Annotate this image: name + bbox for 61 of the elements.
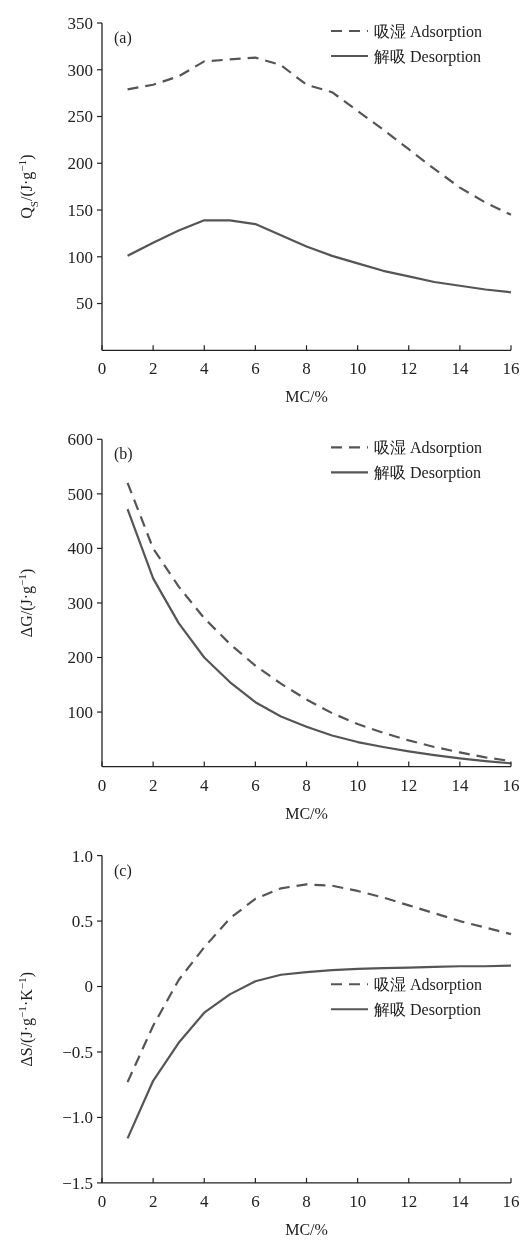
x-tick-label: 0 (97, 775, 107, 795)
y-tick-label: −0.5 (62, 1042, 93, 1062)
x-tick-label: 6 (251, 775, 260, 795)
x-tick-label: 0 (97, 1191, 107, 1211)
x-axis-title: MC/% (285, 1220, 328, 1238)
x-tick-label: 12 (400, 775, 418, 795)
y-tick-label: 100 (67, 247, 93, 267)
x-tick-label: 10 (349, 359, 367, 379)
x-tick-label: 0 (97, 359, 107, 379)
legend-label: 解吸 Desorption (374, 1000, 482, 1019)
line-series (126, 964, 513, 1140)
x-tick-label: 10 (349, 775, 367, 795)
y-tick-label: −1.0 (62, 1108, 93, 1128)
x-tick-label: 4 (200, 359, 209, 379)
y-tick-label: 300 (67, 60, 93, 80)
x-tick-label: 12 (400, 1191, 418, 1211)
legend-label: 解吸 Desorption (374, 47, 482, 66)
x-tick-label: 16 (502, 1191, 520, 1211)
legend-label: 解吸 Desorption (374, 463, 482, 482)
x-tick-label: 10 (349, 1191, 367, 1211)
x-tick-label: 16 (502, 359, 520, 379)
annotation: (c) (114, 861, 132, 880)
y-tick-label: 200 (67, 648, 93, 668)
y-tick-label: 350 (67, 13, 93, 33)
x-tick-label: 6 (251, 359, 260, 379)
y-tick-label: 250 (67, 107, 93, 127)
y-tick-label: 600 (67, 430, 93, 450)
y-tick-label: 500 (67, 484, 93, 504)
y-tick-label: 0.5 (71, 912, 93, 932)
legend-label: 吸湿 Adsorption (374, 975, 482, 994)
legend-label: 吸湿 Adsorption (374, 22, 482, 41)
y-tick-label: 1.0 (71, 846, 93, 866)
x-tick-label: 4 (200, 775, 209, 795)
y-tick-label: 150 (67, 200, 93, 220)
x-tick-label: 2 (148, 1191, 158, 1211)
y-tick-label: 50 (76, 294, 93, 314)
annotation: (a) (114, 29, 132, 47)
x-tick-label: 8 (302, 359, 311, 379)
x-tick-label: 6 (251, 1191, 260, 1211)
x-tick-label: 14 (451, 1191, 469, 1211)
y-tick-label: 100 (67, 703, 93, 722)
x-tick-label: 4 (200, 1191, 209, 1211)
x-tick-label: 8 (302, 1191, 311, 1211)
y-tick-label: −1.5 (62, 1173, 93, 1193)
y-tick-label: 300 (67, 593, 93, 613)
line-series (126, 219, 513, 294)
x-tick-label: 14 (451, 359, 469, 379)
x-tick-label: 2 (148, 359, 158, 379)
annotation: (b) (114, 445, 133, 464)
x-tick-label: 2 (148, 775, 158, 795)
x-tick-label: 8 (302, 775, 311, 795)
x-axis-title: MC/% (285, 388, 328, 406)
y-tick-label: 200 (67, 154, 93, 174)
x-tick-label: 14 (451, 775, 469, 795)
x-tick-label: 16 (502, 775, 520, 795)
x-axis-title: MC/% (285, 804, 328, 822)
x-tick-label: 12 (400, 359, 418, 379)
line-series (126, 883, 513, 1084)
y-tick-label: 0 (84, 977, 93, 997)
legend-label: 吸湿 Adsorption (374, 438, 482, 457)
y-tick-label: 400 (67, 539, 93, 559)
